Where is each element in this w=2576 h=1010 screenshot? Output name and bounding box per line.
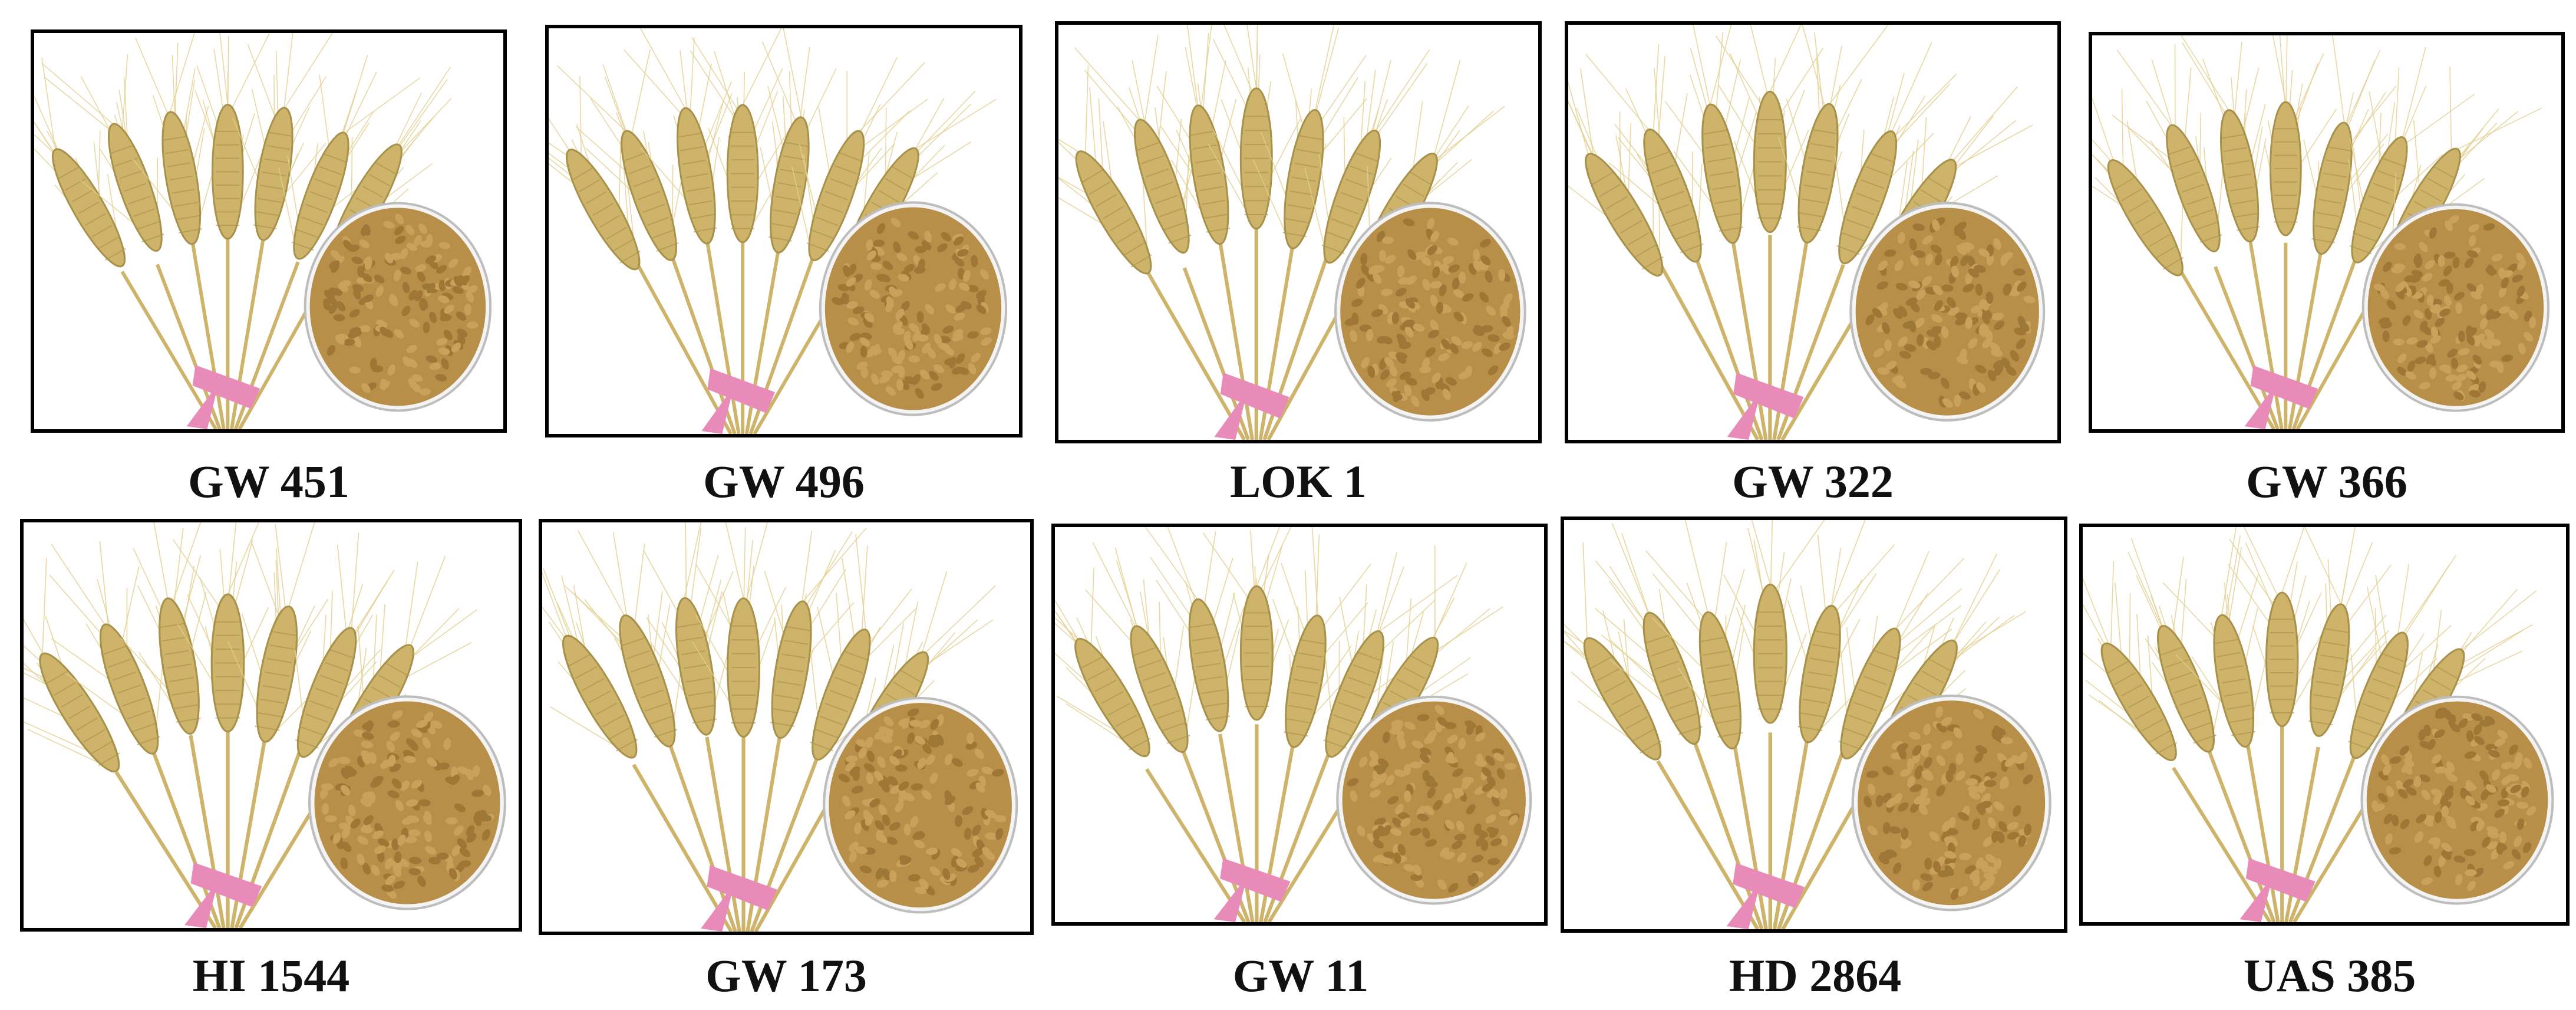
variety-label: GW 173	[705, 950, 867, 1001]
variety-photo	[1561, 516, 2067, 933]
variety-photo	[1565, 21, 2061, 443]
wheat-bundle-icon	[2092, 35, 2550, 429]
variety-photo	[539, 519, 1034, 935]
wheat-bundle-icon	[24, 522, 506, 928]
wheat-bundle-icon	[2083, 527, 2554, 922]
variety-photo	[545, 25, 1023, 437]
variety-photo	[20, 519, 522, 932]
variety-label: LOK 1	[1230, 456, 1367, 507]
variety-label: GW 322	[1732, 456, 1894, 507]
wheat-bundle-icon	[1564, 520, 2051, 929]
variety-label: GW 366	[2246, 456, 2407, 507]
variety-photo	[2089, 32, 2565, 433]
wheat-bundle-icon	[34, 33, 492, 429]
wheat-bundle-icon	[549, 28, 1008, 434]
variety-label: UAS 385	[2243, 950, 2416, 1001]
variety-label: GW 11	[1232, 950, 1369, 1001]
variety-photo	[1055, 21, 1542, 443]
variety-photo	[1051, 524, 1548, 926]
variety-label: GW 451	[188, 456, 349, 507]
wheat-bundle-icon	[1568, 25, 2046, 440]
variety-label: HI 1544	[192, 950, 350, 1001]
variety-photo	[31, 29, 507, 433]
variety-label: GW 496	[703, 456, 865, 507]
wheat-bundle-icon	[1058, 25, 1526, 440]
wheat-bundle-icon	[542, 522, 1018, 932]
variety-label: HD 2864	[1729, 950, 1902, 1001]
variety-photo	[2079, 524, 2570, 926]
wheat-bundle-icon	[1055, 527, 1532, 922]
